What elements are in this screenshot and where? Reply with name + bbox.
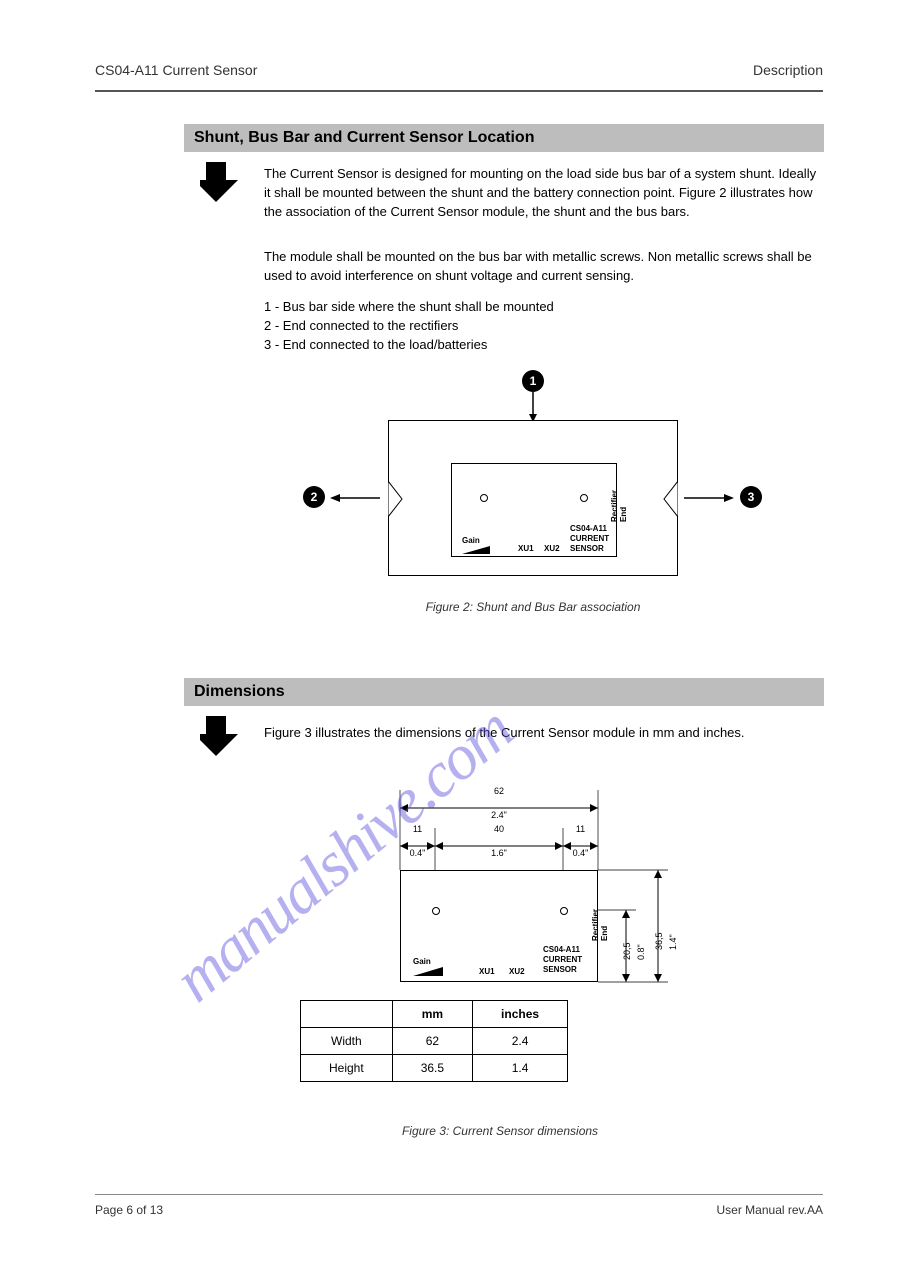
cell-height-in: 1.4	[473, 1055, 568, 1082]
bottom-rule	[95, 1194, 823, 1195]
screw-left-icon	[480, 494, 488, 502]
table-header-row: mm inches	[301, 1001, 568, 1028]
down-arrow-icon	[200, 162, 244, 206]
part-label: CS04-A11	[570, 524, 607, 533]
header-right: Description	[753, 62, 823, 78]
fig3-gain-wedge	[413, 967, 443, 976]
fig2-busbar: Gain XU1 XU2 CS04-A11 CURRENT SENSOR Rec…	[388, 420, 678, 576]
cell-width-label: Width	[301, 1028, 393, 1055]
th-blank	[301, 1001, 393, 1028]
cell-height-mm: 36.5	[392, 1055, 472, 1082]
section2-p1: Figure 3 illustrates the dimensions of t…	[264, 724, 824, 743]
gain-label: Gain	[462, 536, 480, 545]
section1-p1: The Current Sensor is designed for mount…	[264, 165, 824, 222]
dim-mid-mm: 40	[435, 824, 563, 834]
screw-right-icon	[580, 494, 588, 502]
section1-legend: 1 - Bus bar side where the shunt shall b…	[264, 298, 824, 355]
top-rule	[95, 90, 823, 92]
fig3-module: Gain XU1 XU2 CS04-A11 CURRENT SENSOR Rec…	[400, 870, 598, 982]
dim-mid-in: 1.6"	[435, 848, 563, 858]
th-mm: mm	[392, 1001, 472, 1028]
dim-h-total-in: 1.4"	[668, 934, 678, 950]
fig3-gain-label: Gain	[413, 957, 431, 966]
fig2-left-notch	[388, 481, 406, 517]
th-in: inches	[473, 1001, 568, 1028]
dim-right-side	[598, 870, 678, 982]
fig3-screw-left	[432, 907, 440, 915]
dim-left-mm: 11	[400, 824, 435, 834]
footer-left: Page 6 of 13	[95, 1203, 163, 1217]
fig3-current: CURRENT	[543, 955, 582, 964]
fig3-sensor: SENSOR	[543, 965, 577, 974]
cell-width-in: 2.4	[473, 1028, 568, 1055]
fig3-xu2: XU2	[509, 967, 525, 976]
section1-p2: The module shall be mounted on the bus b…	[264, 248, 824, 286]
xu2-label: XU2	[544, 544, 560, 553]
header-left: CS04-A11 Current Sensor	[95, 62, 257, 78]
dim-h-total-mm: 36,5	[654, 932, 664, 950]
callout-1-badge: 1	[522, 370, 544, 392]
fig3-screw-right	[560, 907, 568, 915]
fig3-xu1: XU1	[479, 967, 495, 976]
fig3-part: CS04-A11	[543, 945, 580, 954]
callout-2-arrow	[330, 496, 380, 500]
sensor-label: SENSOR	[570, 544, 604, 553]
dimensions-table: mm inches Width 62 2.4 Height 36.5 1.4	[300, 1000, 568, 1082]
dim-top-total-in: 2.4"	[400, 810, 598, 820]
gain-wedge-icon	[462, 546, 490, 554]
fig3-caption: Figure 3: Current Sensor dimensions	[360, 1124, 640, 1138]
xu1-label: XU1	[518, 544, 534, 553]
footer-right: User Manual rev.AA	[717, 1203, 823, 1217]
rectifier-end-label: Rectifier End	[610, 490, 628, 522]
dim-right-mm: 11	[563, 824, 598, 834]
callout-2-badge: 2	[303, 486, 325, 508]
dim-right-in: 0.4"	[563, 848, 598, 858]
section1-bar: Shunt, Bus Bar and Current Sensor Locati…	[184, 124, 824, 152]
fig2-right-notch	[660, 481, 678, 517]
callout-3-badge: 3	[740, 486, 762, 508]
dim-h-inner-mm: 20,5	[622, 942, 632, 960]
section2-bar: Dimensions	[184, 678, 824, 706]
dim-h-inner-in: 0.8"	[636, 944, 646, 960]
callout-3-arrow	[684, 496, 734, 500]
down-arrow-icon-2	[200, 716, 244, 760]
callout-1-line	[532, 392, 534, 422]
table-row: Width 62 2.4	[301, 1028, 568, 1055]
cell-height-label: Height	[301, 1055, 393, 1082]
cell-width-mm: 62	[392, 1028, 472, 1055]
dim-top-total-mm: 62	[400, 786, 598, 796]
table-row: Height 36.5 1.4	[301, 1055, 568, 1082]
current-label: CURRENT	[570, 534, 609, 543]
dim-left-in: 0.4"	[400, 848, 435, 858]
fig2-caption: Figure 2: Shunt and Bus Bar association	[400, 600, 666, 614]
fig2-module: Gain XU1 XU2 CS04-A11 CURRENT SENSOR Rec…	[451, 463, 617, 557]
